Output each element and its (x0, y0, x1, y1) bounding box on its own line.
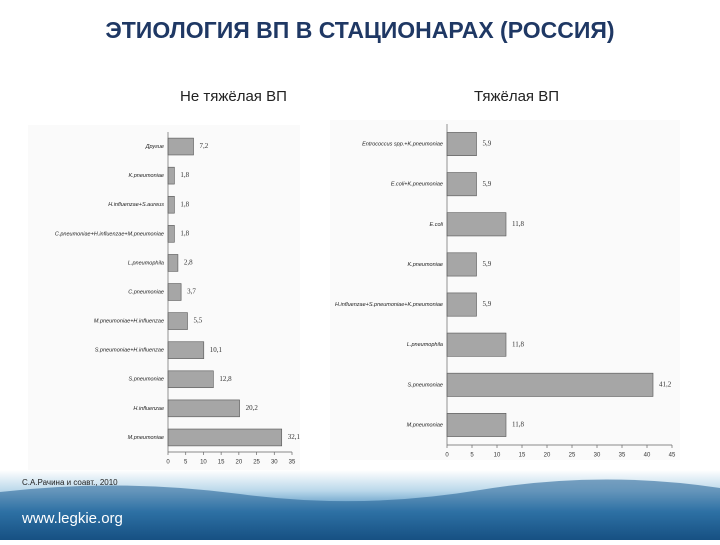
x-tick-label: 15 (519, 453, 526, 459)
x-tick-label: 30 (594, 453, 601, 459)
bar (446, 292, 477, 317)
chart-title: Не тяжёлая ВП (180, 88, 287, 105)
category-label: L.pneumophila (407, 342, 443, 348)
x-tick-label: 20 (236, 460, 243, 466)
bar (167, 283, 182, 301)
x-tick-label: 5 (184, 460, 188, 466)
x-tick-label: 25 (253, 460, 260, 466)
category-label: S.pneumoniae (129, 377, 164, 383)
chart-panel (330, 120, 680, 460)
category-label: M.pneumoniae+H.influenzae (94, 319, 164, 325)
bar (167, 341, 205, 359)
category-label: K.pneumoniae (408, 262, 443, 268)
category-label: S.pneumoniae+H.influenzae (95, 348, 164, 354)
chart-panel (28, 125, 300, 470)
value-label: 41,2 (659, 380, 672, 388)
value-label: 20,2 (246, 404, 259, 412)
x-tick-label: 10 (200, 460, 207, 466)
bar (167, 428, 283, 447)
value-label: 2,8 (184, 259, 193, 267)
value-label: 5,9 (483, 300, 492, 308)
category-label: C.pneumoniae+H.influenzae+M.pneumoniae (55, 231, 164, 237)
value-label: 11,8 (512, 340, 524, 348)
value-label: 1,8 (180, 229, 189, 237)
x-tick-label: 5 (470, 453, 474, 459)
bar (446, 252, 477, 277)
bar (167, 195, 175, 214)
category-label: H.influenzae (133, 406, 164, 412)
bar (446, 172, 477, 197)
category-label: C.pneumoniae (128, 289, 164, 295)
value-label: 3,7 (187, 288, 196, 296)
value-label: 11,8 (512, 421, 524, 429)
bar (167, 137, 194, 156)
category-label: E.coli (430, 222, 444, 228)
category-label: L.pneumophila (128, 260, 164, 266)
value-label: 5,5 (193, 317, 202, 325)
value-label: 32,1 (288, 433, 301, 441)
value-label: 5,9 (483, 180, 492, 188)
x-tick-label: 25 (569, 453, 576, 459)
category-label: H.influenzae+S.aureus (108, 202, 164, 208)
bar (167, 166, 175, 185)
x-tick-label: 35 (289, 460, 296, 466)
value-label: 1,8 (180, 200, 189, 208)
category-label: E.coli+K.pneumoniae (391, 182, 443, 188)
value-label: 5,9 (483, 260, 492, 268)
site-url: www.legkie.org (21, 510, 123, 527)
source: С.А.Рачина и соавт., 2010 (22, 478, 118, 487)
bar (446, 372, 654, 397)
bar (167, 254, 179, 272)
x-tick-label: 15 (218, 460, 225, 466)
value-label: 10,1 (210, 346, 223, 354)
x-tick-label: 30 (271, 460, 278, 466)
bar (446, 332, 507, 357)
value-label: 7,2 (200, 142, 209, 150)
bar (167, 399, 240, 418)
value-label: 5,9 (483, 140, 492, 148)
category-label: H.influenzae+S.pneumoniae+K.pneumoniae (335, 302, 443, 308)
bar (167, 370, 214, 389)
bar (167, 312, 188, 330)
category-label: M.pneumoniae (407, 422, 443, 428)
category-label: K.pneumoniae (129, 173, 164, 179)
slide-title: ЭТИОЛОГИЯ ВП В СТАЦИОНАРАХ (РОССИЯ) (105, 17, 614, 43)
value-label: 12,8 (219, 375, 232, 383)
x-tick-label: 35 (619, 453, 626, 459)
x-tick-label: 20 (544, 453, 551, 459)
x-tick-label: 0 (166, 460, 170, 466)
value-label: 1,8 (180, 171, 189, 179)
category-label: M.pneumoniae (128, 435, 164, 441)
bar (446, 212, 507, 237)
wave (0, 479, 720, 540)
category-label: Другие (145, 144, 164, 150)
chart-title: Тяжёлая ВП (474, 88, 559, 105)
x-tick-label: 10 (494, 453, 501, 459)
category-label: S.pneumoniae (408, 382, 443, 388)
bar (446, 413, 507, 437)
category-label: Entrococcus spp.+K.pneumoniae (362, 142, 443, 148)
x-tick-label: 45 (669, 453, 676, 459)
x-tick-label: 0 (445, 453, 449, 459)
bar (167, 225, 175, 243)
value-label: 11,8 (512, 220, 524, 228)
bar (446, 132, 477, 156)
x-tick-label: 40 (644, 453, 651, 459)
